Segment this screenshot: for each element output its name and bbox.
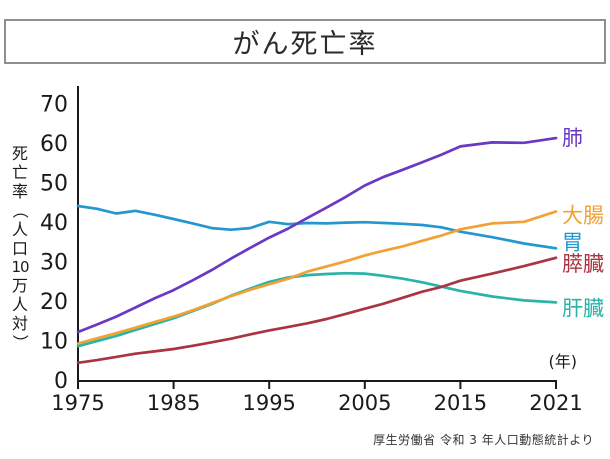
y-tick-label: 70 xyxy=(40,93,68,118)
x-tick-label: 1995 xyxy=(242,391,295,415)
y-axis-title-char: 亡 xyxy=(11,163,28,182)
y-axis-title-char: 人 xyxy=(11,220,28,239)
y-tick-label: 40 xyxy=(40,211,68,236)
series-label-胃: 胃 xyxy=(562,230,583,254)
chart-title-box: がん死亡率 xyxy=(4,19,606,64)
series-label-大腸: 大腸 xyxy=(562,204,604,228)
y-axis-title-char: 口 xyxy=(11,239,28,258)
series-line-大腸 xyxy=(76,210,558,345)
y-axis-title-char: 死 xyxy=(11,144,28,163)
y-tick-label: 20 xyxy=(40,290,68,315)
y-tick-label: 10 xyxy=(40,330,68,355)
y-axis-title-char: 率 xyxy=(11,182,28,201)
x-tick-label: 2005 xyxy=(338,391,391,415)
y-tick-label: 50 xyxy=(40,172,68,197)
series-line-肺 xyxy=(76,136,558,334)
series-label-膵臓: 膵臓 xyxy=(562,252,604,276)
x-tick-label: 1975 xyxy=(51,391,104,415)
series-line-肝臓 xyxy=(76,271,558,348)
x-tick-label: 2015 xyxy=(434,391,487,415)
source-note: 厚生労働省 令和 3 年人口動態統計より xyxy=(373,433,594,447)
y-axis-title-char: 万 xyxy=(11,276,28,295)
y-axis-title: 死亡率（人口 10 万人対） xyxy=(7,144,33,352)
x-tick-label: 1985 xyxy=(147,391,200,415)
y-tick-label: 60 xyxy=(40,132,68,157)
y-tick-label: 30 xyxy=(40,251,68,276)
series-label-肺: 肺 xyxy=(562,126,583,150)
y-tick-label: 0 xyxy=(54,369,68,394)
x-axis-unit-label: (年) xyxy=(549,352,578,371)
y-axis-title-char: 10 xyxy=(11,258,29,276)
series-line-膵臓 xyxy=(76,256,558,365)
chart-title: がん死亡率 xyxy=(232,29,378,60)
y-axis-title-char: 対 xyxy=(11,314,28,333)
y-axis-title-char: 人 xyxy=(11,295,28,314)
series-label-肝臓: 肝臓 xyxy=(562,296,604,320)
x-tick-label: 2021 xyxy=(529,391,582,415)
